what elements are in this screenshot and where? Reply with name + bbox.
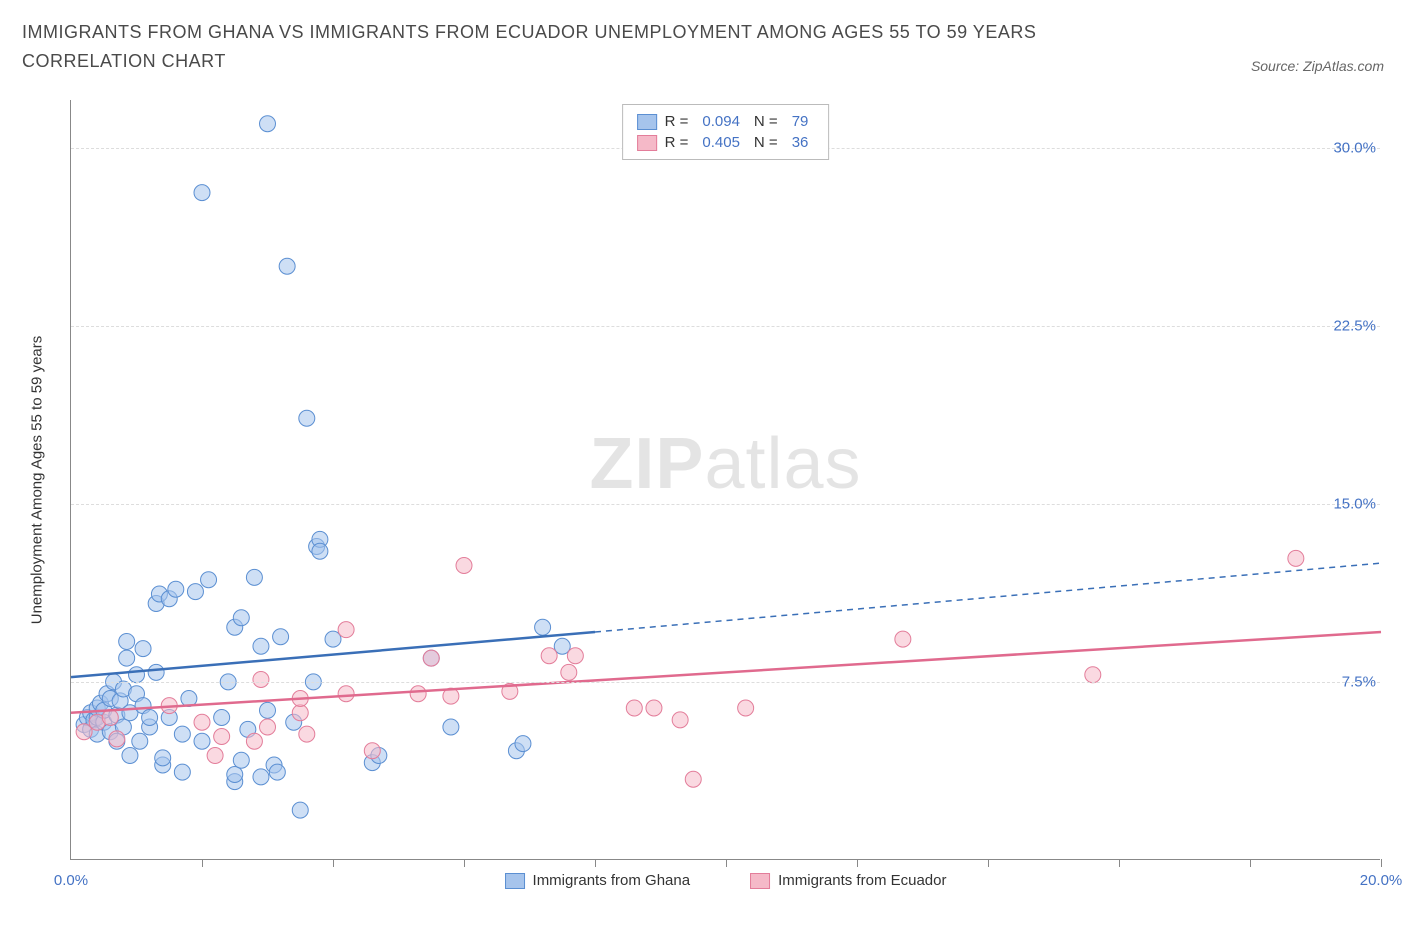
y-tick-label: 15.0% [1333,495,1384,512]
legend-label-ghana: Immigrants from Ghana [533,872,691,889]
legend-row-ghana: R = 0.094 N = 79 [637,111,815,132]
plot-canvas [71,100,1380,859]
legend-row-ecuador: R = 0.405 N = 36 [637,132,815,153]
swatch-ecuador [637,135,657,151]
y-tick-label: 30.0% [1333,139,1384,156]
ecuador-r: 0.405 [696,134,746,151]
swatch-ghana [637,114,657,130]
x-tick-label: 20.0% [1360,872,1403,889]
ghana-r: 0.094 [696,113,746,130]
source-text: Source: ZipAtlas.com [1251,58,1384,74]
page-title: IMMIGRANTS FROM GHANA VS IMMIGRANTS FROM… [22,18,1122,76]
legend-item-ecuador: Immigrants from Ecuador [750,872,946,889]
x-tick-label: 0.0% [54,872,88,889]
series-legend: Immigrants from Ghana Immigrants from Ec… [505,872,947,889]
y-tick-label: 7.5% [1342,673,1384,690]
ghana-n: 79 [786,113,815,130]
stats-legend: R = 0.094 N = 79 R = 0.405 N = 36 [622,104,830,160]
swatch-ecuador-bottom [750,873,770,889]
legend-label-ecuador: Immigrants from Ecuador [778,872,946,889]
y-axis-label: Unemployment Among Ages 55 to 59 years [29,335,46,624]
swatch-ghana-bottom [505,873,525,889]
scatter-chart: Unemployment Among Ages 55 to 59 years Z… [70,100,1380,860]
y-tick-label: 22.5% [1333,317,1384,334]
legend-item-ghana: Immigrants from Ghana [505,872,691,889]
ecuador-n: 36 [786,134,815,151]
